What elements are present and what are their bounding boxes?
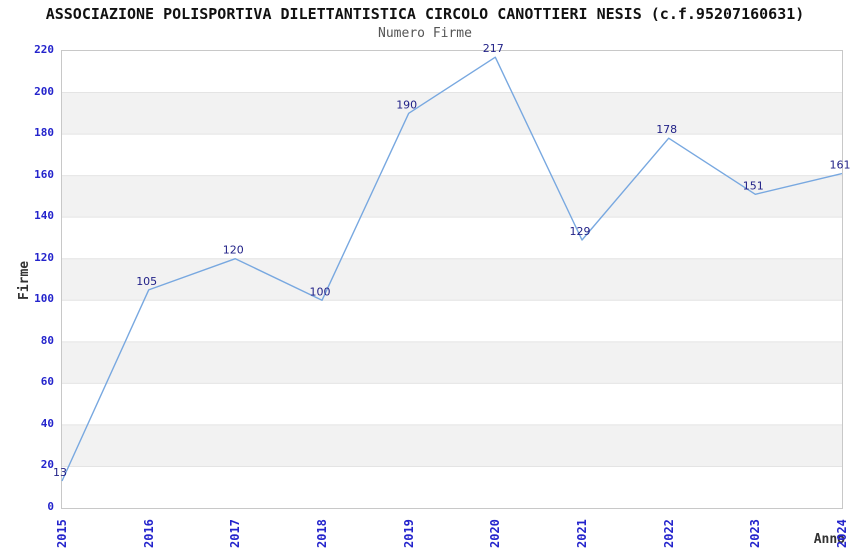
- y-tick-label: 160: [34, 167, 54, 181]
- plot-area: 13 105 120 100 190 217 129 178 151 161: [53, 42, 850, 509]
- grid-band: [62, 424, 842, 467]
- y-axis-title: Firme: [17, 260, 32, 300]
- x-tick-label: 2016: [141, 519, 156, 548]
- y-tick-label: 180: [34, 126, 54, 140]
- data-point-label: 100: [310, 285, 331, 298]
- x-tick-label: 2018: [315, 519, 329, 548]
- data-point-label: 161: [830, 159, 850, 172]
- y-tick-label: 60: [40, 375, 54, 389]
- grid-band: [62, 341, 842, 384]
- data-point-label: 178: [656, 123, 677, 136]
- data-point-label: 13: [53, 466, 67, 479]
- x-tick-label: 2017: [228, 519, 243, 548]
- chart-subtitle: Numero Firme: [378, 26, 472, 41]
- x-tick-label: 2020: [488, 519, 503, 548]
- y-tick-label: 120: [34, 250, 54, 264]
- y-tick-label: 220: [34, 43, 54, 56]
- y-tick-label: 20: [40, 458, 54, 472]
- data-point-label: 151: [743, 179, 764, 192]
- x-tick-label: 2015: [55, 519, 69, 548]
- y-tick-label: 80: [40, 333, 54, 347]
- y-tick-label: 140: [34, 209, 54, 223]
- grid-band: [62, 92, 842, 135]
- chart-title: ASSOCIAZIONE POLISPORTIVA DILETTANTISTIC…: [45, 5, 805, 23]
- grid-band: [62, 175, 842, 218]
- x-tick-label: 2019: [401, 519, 416, 548]
- x-tick-label: 2021: [575, 519, 589, 548]
- grid-band: [62, 258, 842, 301]
- y-tick-label: 0: [47, 500, 54, 513]
- y-tick-label: 40: [40, 416, 54, 430]
- data-point-label: 217: [483, 42, 504, 55]
- data-line: [61, 56, 843, 482]
- data-point-label: 120: [223, 244, 244, 257]
- data-point-label: 129: [570, 225, 591, 238]
- y-tick-label: 100: [34, 292, 54, 306]
- line-chart-svg: 13 105 120 100 190 217 129 178 151 161: [53, 42, 850, 482]
- data-point-label: 190: [396, 98, 417, 111]
- x-tick-label: 2024: [835, 519, 849, 548]
- x-axis-title: Anno: [813, 532, 845, 547]
- y-tick-label: 200: [34, 84, 54, 98]
- x-tick-label: 2023: [748, 519, 763, 548]
- x-tick-label: 2022: [661, 519, 676, 548]
- data-point-label: 105: [136, 275, 157, 288]
